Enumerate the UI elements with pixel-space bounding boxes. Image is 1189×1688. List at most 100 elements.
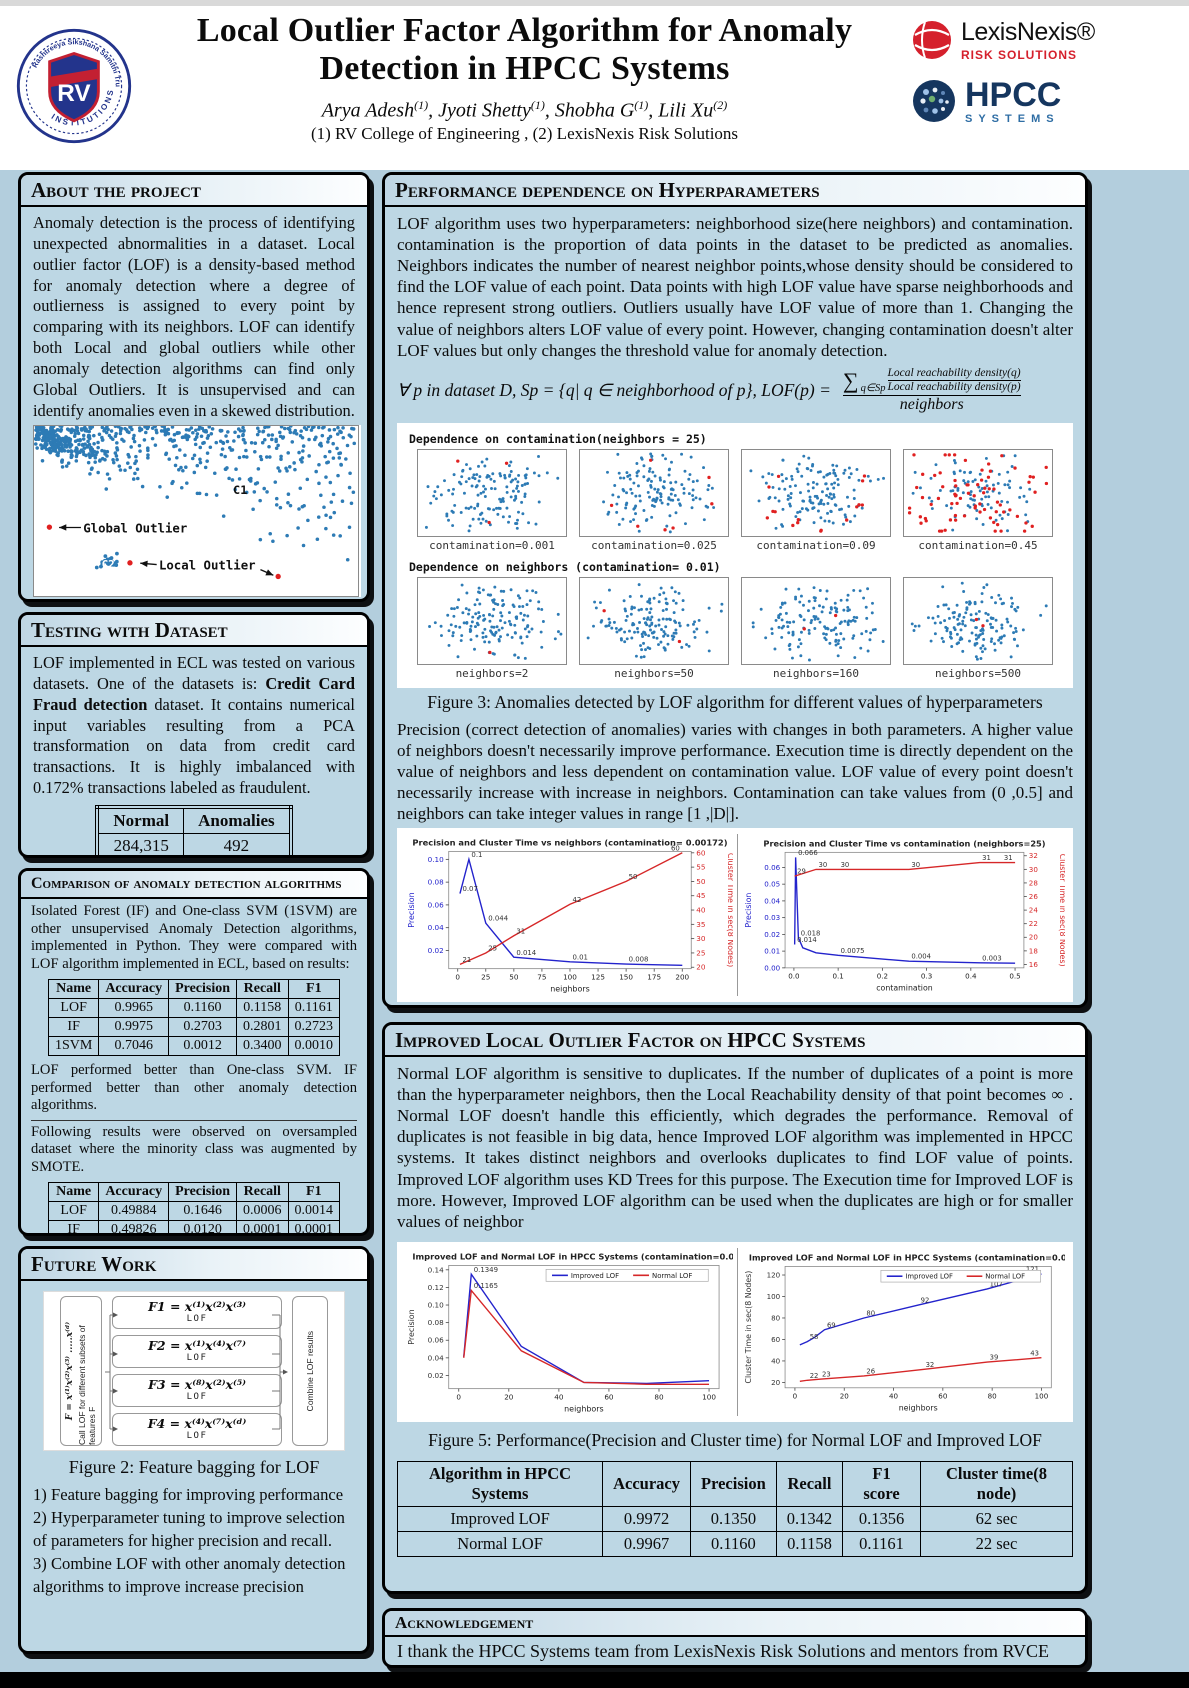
svg-text:26: 26 (1029, 892, 1039, 901)
svg-text:58: 58 (810, 1333, 819, 1341)
svg-text:0.1349: 0.1349 (474, 1266, 498, 1274)
svg-text:0.044: 0.044 (488, 915, 508, 923)
svg-text:21: 21 (462, 956, 471, 964)
svg-text:0.014: 0.014 (516, 949, 536, 957)
svg-text:30: 30 (1029, 865, 1039, 874)
svg-text:25: 25 (696, 948, 705, 957)
formula-lead: ∀ p in dataset D, Sp = {q| q ∈ neighborh… (397, 380, 831, 401)
svg-text:0.12: 0.12 (428, 1283, 444, 1292)
svg-text:0.07: 0.07 (462, 885, 477, 893)
table-cell: IF (47, 1017, 100, 1038)
future-work-heading: Future Work (21, 1249, 367, 1282)
svg-text:40: 40 (771, 1356, 781, 1365)
svg-text:0.14: 0.14 (428, 1265, 445, 1274)
hpcc-tagline: SYSTEMS (965, 113, 1060, 125)
svg-text:0.02: 0.02 (428, 1371, 444, 1380)
svg-text:40: 40 (554, 1392, 564, 1401)
testing-text-pre: LOF implemented in ECL was tested on var… (33, 653, 355, 693)
table-cell: 0.0001 (287, 1220, 341, 1233)
svg-text:25: 25 (488, 945, 497, 953)
author-name: , Lili Xu (648, 99, 714, 122)
svg-text:35: 35 (696, 920, 705, 929)
svg-text:0.2: 0.2 (877, 972, 888, 981)
f2-expr: F2 = x⁽¹⁾x⁽⁴⁾x⁽⁷⁾ (148, 1338, 246, 1354)
figure2-input-label: Call LOF for different subsets of featur… (76, 1325, 97, 1446)
scatter-plot (417, 448, 567, 537)
svg-text:neighbors: neighbors (564, 1404, 603, 1413)
scatter-caption: neighbors=2 (455, 666, 529, 680)
svg-text:18: 18 (1029, 946, 1039, 955)
svg-text:100: 100 (563, 973, 577, 982)
svg-text:neighbors: neighbors (550, 985, 589, 994)
svg-text:200: 200 (675, 973, 689, 982)
svg-text:0.04: 0.04 (428, 923, 445, 932)
table-row: Improved LOF 0.9972 0.1350 0.1342 0.1356 62 s… (396, 1505, 1074, 1532)
svg-text:150: 150 (619, 973, 633, 982)
column-header: Precision (689, 1460, 777, 1507)
svg-text:22: 22 (810, 1372, 819, 1380)
author-affil-mark: (2) (713, 98, 728, 113)
svg-text:contamination: contamination (876, 983, 933, 992)
svg-text:80: 80 (654, 1392, 664, 1401)
sigma-subscript: q∈Sp (860, 383, 886, 395)
table-cell: 0.1160 (689, 1530, 777, 1557)
table-cell: 0.1161 (287, 998, 341, 1019)
table-row: Normal LOF 0.9967 0.1160 0.1158 0.1161 22 sec (396, 1530, 1074, 1557)
lexisnexis-tagline: RISK SOLUTIONS (961, 48, 1078, 62)
svg-text:125: 125 (591, 973, 605, 982)
svg-text:24: 24 (1029, 906, 1039, 915)
table-cell: 0.1158 (775, 1530, 844, 1557)
svg-text:60: 60 (604, 1392, 614, 1401)
formula-lrd-p: Local reachability density(p) (887, 381, 1021, 394)
table-cell: 0.49826 (98, 1220, 170, 1233)
svg-text:0.10: 0.10 (428, 855, 445, 864)
table-header-row: Algorithm in HPCC Systems Accuracy Precisi… (396, 1460, 1074, 1507)
figure3-row1-label: Dependence on contamination(neighbors = … (409, 431, 707, 446)
figure4-right-chart: Precision and Cluster Time vs contaminat… (736, 834, 1065, 997)
table-row: 1SVM 0.7046 0.0012 0.3400 0.0010 (47, 1036, 341, 1057)
comparison-table-2: Name Accuracy Precision Recall F1 LOF 0.49884 0… (47, 1182, 341, 1233)
svg-text:C1: C1 (233, 483, 247, 497)
f2-sub: LOF (186, 1352, 208, 1363)
svg-text:120: 120 (767, 1270, 781, 1279)
author-affil-mark: (1) (530, 98, 545, 113)
figure2-input-box: F = x⁽¹⁾x⁽²⁾x⁽³⁾ .....x⁽ᵈ⁾ Call LOF for … (60, 1296, 102, 1447)
scatter-caption: contamination=0.001 (429, 538, 555, 552)
svg-text:Precision: Precision (744, 893, 753, 928)
column-header: Name (47, 979, 100, 1000)
scatter-plot (417, 576, 567, 665)
table-cell: 0.1646 (168, 1201, 238, 1222)
improved-lof-section: Improved Local Outlier Factor on HPCC Sy… (382, 1022, 1088, 1594)
column-header: Precision (168, 979, 238, 1000)
figure2-combine-box: Combine LOF results (292, 1296, 328, 1447)
f3-expr: F3 = x⁽⁸⁾x⁽²⁾x⁽⁵⁾ (148, 1377, 246, 1393)
scatter-caption: contamination=0.45 (918, 538, 1038, 552)
figure2-feature-subsets: F1 = x⁽¹⁾x⁽²⁾x⁽³⁾ LOF F2 = x⁽¹⁾x⁽⁴⁾x⁽⁷⁾ LO… (112, 1296, 282, 1447)
hpcc-wordmark: HPCC (965, 76, 1062, 114)
column-header: Accuracy (602, 1460, 691, 1507)
author-name: , Jyoti Shetty (428, 99, 531, 122)
hpcc-dots-icon (913, 79, 955, 122)
figure3-plot: neighbors=160 (741, 576, 891, 680)
comparison-note-1: LOF performed better than One-class SVM.… (31, 1062, 357, 1114)
figure2-diagram: F = x⁽¹⁾x⁽²⁾x⁽³⁾ .....x⁽ᵈ⁾ Call LOF for … (43, 1291, 345, 1452)
f3-sub: LOF (186, 1391, 208, 1402)
svg-text:175: 175 (647, 973, 661, 982)
table-cell: 0.0120 (168, 1220, 238, 1233)
figure3-plot: contamination=0.45 (903, 448, 1053, 552)
scatter-caption: contamination=0.025 (591, 538, 717, 552)
formula-lrd-q: Local reachability density(q) (887, 367, 1021, 382)
poster-header: Rashtreeya Sikshana Samithi Trust INSTIT… (0, 6, 1189, 170)
table-cell: 0.9972 (602, 1505, 691, 1532)
author-affil-mark: (1) (414, 98, 429, 113)
svg-text:20: 20 (840, 1391, 850, 1400)
svg-text:0.0075: 0.0075 (841, 947, 865, 955)
svg-text:30: 30 (911, 861, 920, 869)
future-item-3: 3) Combine LOF with other anomaly detect… (33, 1553, 346, 1596)
improved-lof-text: Normal LOF algorithm is sensitive to dup… (397, 1064, 1073, 1231)
figure3-plot: contamination=0.001 (417, 448, 567, 552)
performance-text: LOF algorithm uses two hyperparameters: … (397, 214, 1073, 360)
svg-text:30: 30 (841, 861, 850, 869)
scatter-plot (741, 576, 891, 665)
svg-text:Improved LOF and Normal LOF in: Improved LOF and Normal LOF in HPCC Syst… (749, 1252, 1065, 1262)
